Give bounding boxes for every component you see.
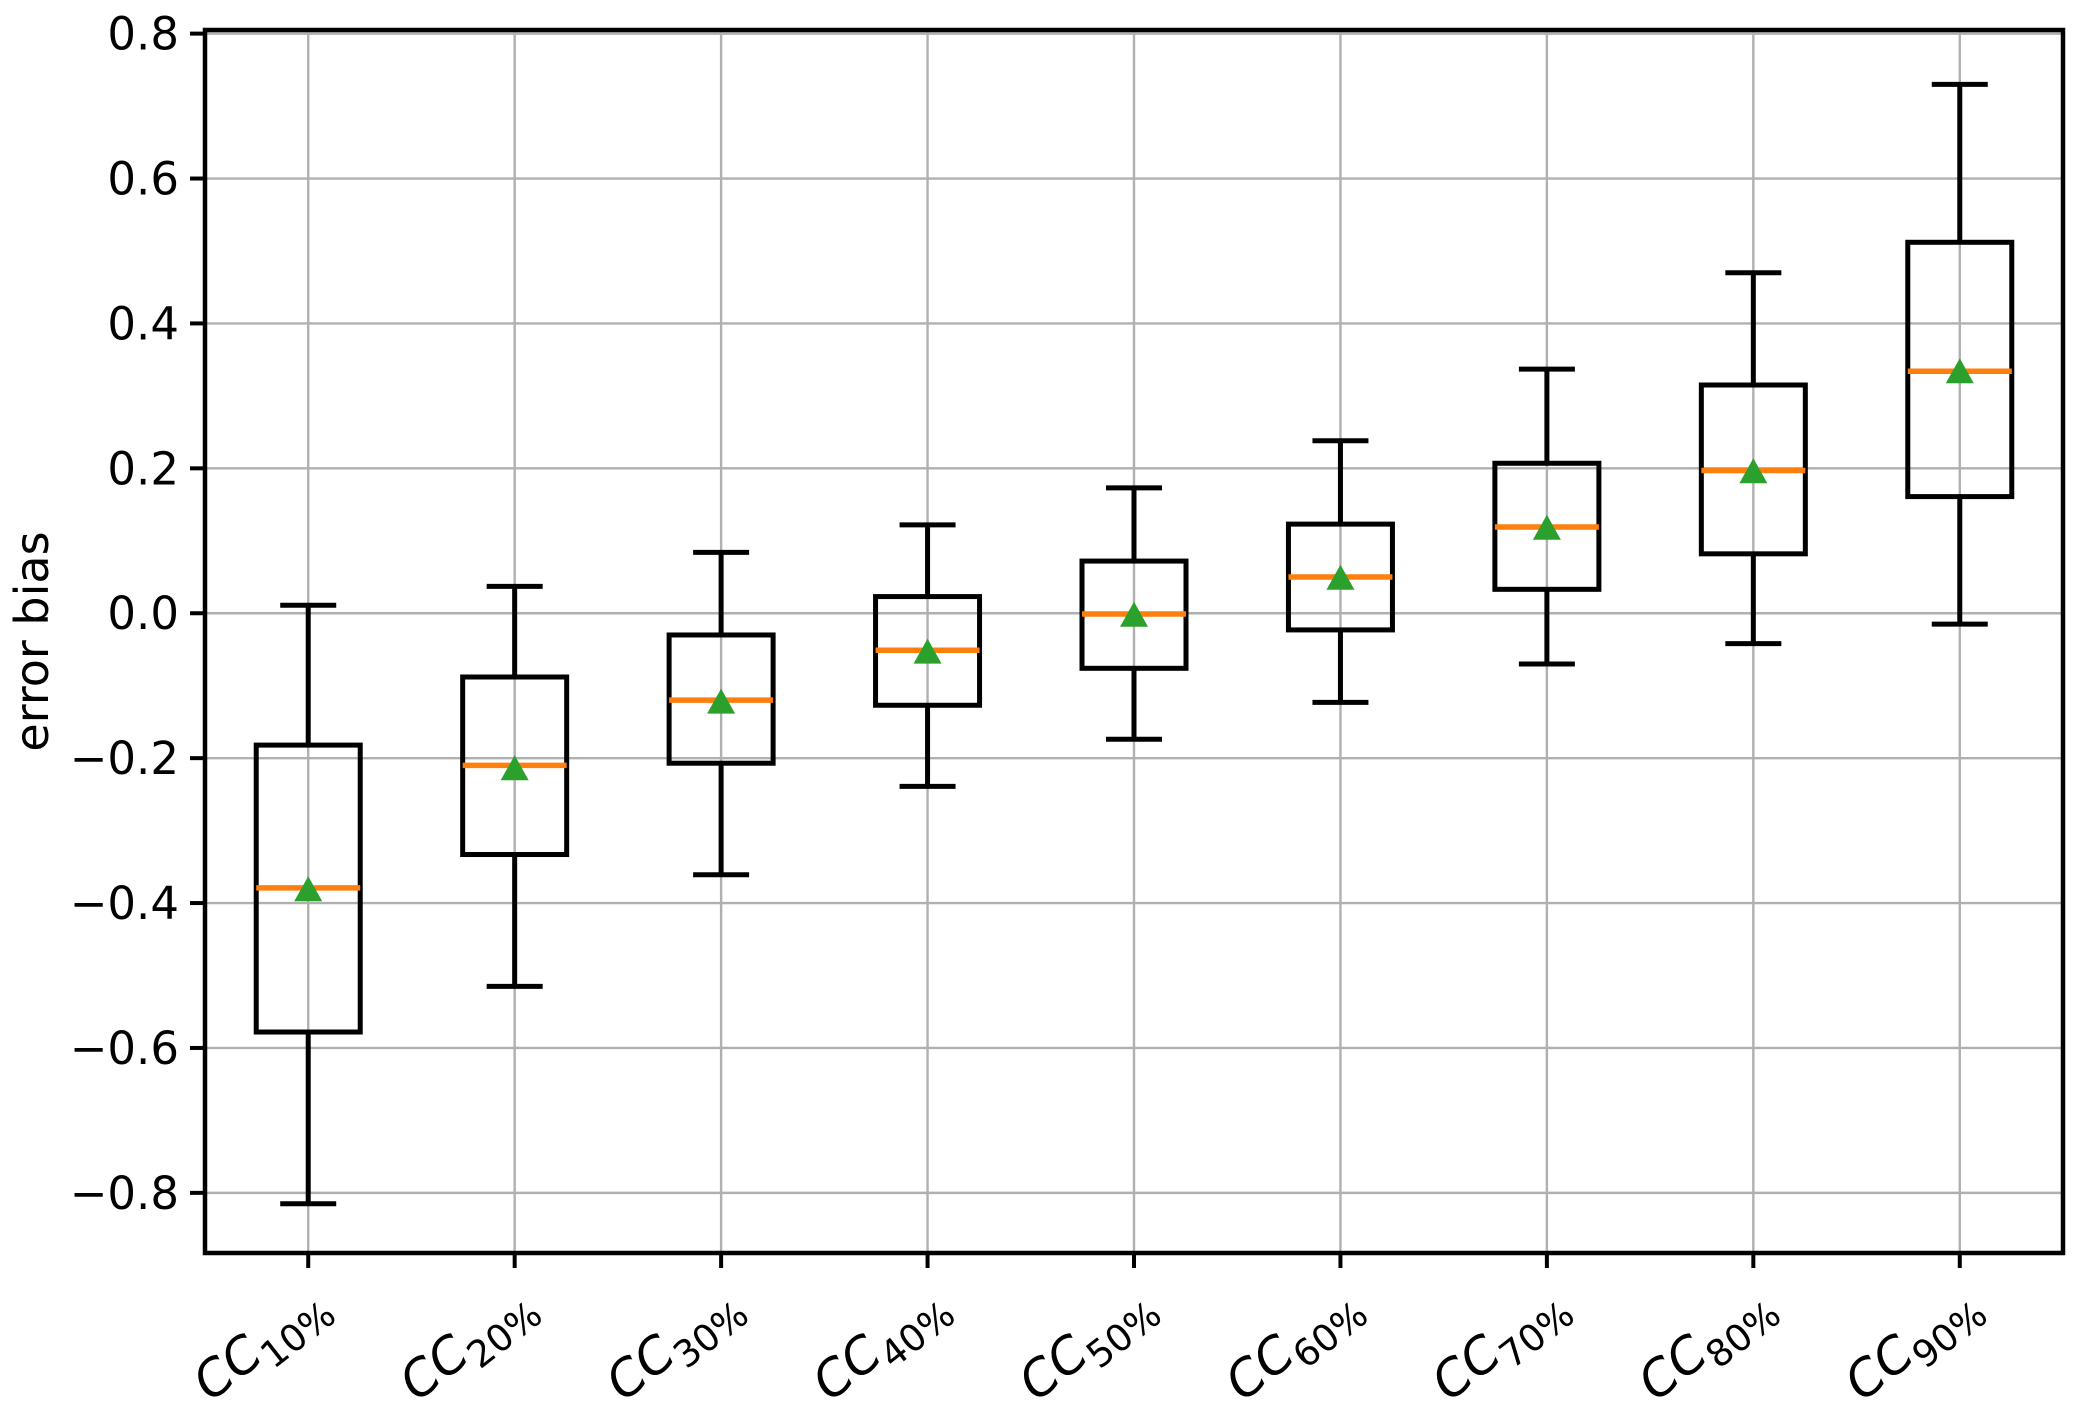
grid-layer [205, 30, 2063, 1253]
mean-marker [294, 876, 323, 902]
y-tick-label: −0.4 [70, 877, 179, 930]
box-layer [253, 81, 2015, 1207]
x-tick-label: CC80% [1627, 1273, 1789, 1420]
x-tick-label: CC60% [1214, 1273, 1376, 1420]
y-tick-label: 0.4 [107, 297, 179, 350]
box-group-CC20% [460, 583, 570, 989]
box-group-CC90% [1905, 81, 2015, 627]
x-tick-label: CC70% [1421, 1273, 1583, 1420]
box-group-CC50% [1079, 485, 1189, 742]
y-tick-label: 0.0 [107, 587, 179, 640]
x-tick-label: CC40% [801, 1273, 963, 1420]
y-tick-label: −0.8 [70, 1167, 179, 1220]
y-tick-label: 0.6 [107, 153, 179, 206]
mean-marker [1739, 458, 1768, 484]
mean-marker [1532, 514, 1561, 540]
x-tick-label: CC30% [595, 1273, 757, 1420]
mean-marker [1945, 358, 1974, 384]
box-group-CC40% [873, 522, 983, 789]
y-tick-label: 0.8 [107, 8, 179, 61]
mean-marker [707, 688, 736, 714]
y-tick-label: −0.6 [70, 1022, 179, 1075]
x-tick-label: CC90% [1834, 1273, 1996, 1420]
box-group-CC60% [1285, 438, 1395, 705]
mean-marker [913, 638, 942, 664]
x-tick-label: CC50% [1008, 1273, 1170, 1420]
y-tick-label: −0.2 [70, 732, 179, 785]
box-group-CC80% [1698, 270, 1808, 647]
mean-marker [500, 755, 529, 781]
x-tick-label: CC10% [182, 1273, 344, 1420]
y-tick-label: 0.2 [107, 442, 179, 495]
mean-marker [1326, 564, 1355, 590]
box-group-CC30% [666, 549, 776, 878]
plot-border [202, 27, 2066, 1256]
y-axis-title: error bias [5, 531, 59, 751]
box-group-CC10% [253, 602, 363, 1207]
x-tick-label: CC20% [389, 1273, 551, 1420]
mean-marker [1120, 601, 1148, 627]
box-group-CC70% [1492, 366, 1602, 667]
